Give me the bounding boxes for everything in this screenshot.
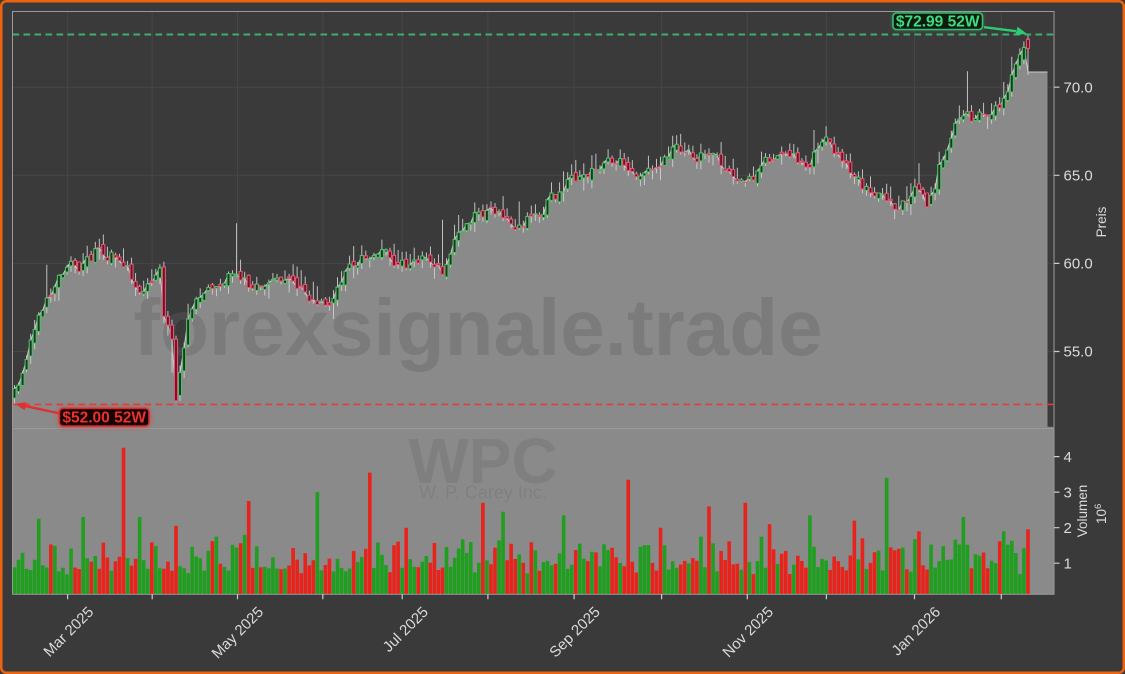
svg-text:4: 4 (1064, 449, 1072, 466)
svg-text:W. P. Carey Inc.: W. P. Carey Inc. (419, 483, 547, 503)
svg-text:$72.99 52W: $72.99 52W (896, 13, 980, 30)
svg-text:65.0: 65.0 (1064, 168, 1093, 185)
svg-text:Preis: Preis (1094, 206, 1109, 237)
svg-text:2: 2 (1064, 520, 1072, 537)
svg-text:Volumen: Volumen (1075, 485, 1090, 538)
svg-text:1: 1 (1064, 555, 1072, 572)
svg-text:WPC: WPC (408, 425, 557, 497)
svg-text:3: 3 (1064, 484, 1072, 501)
svg-text:forexsignale.trade: forexsignale.trade (133, 283, 822, 372)
svg-text:70.0: 70.0 (1064, 79, 1093, 96)
svg-text:55.0: 55.0 (1064, 344, 1093, 361)
svg-text:60.0: 60.0 (1064, 256, 1093, 273)
svg-text:$52.00 52W: $52.00 52W (62, 409, 146, 426)
